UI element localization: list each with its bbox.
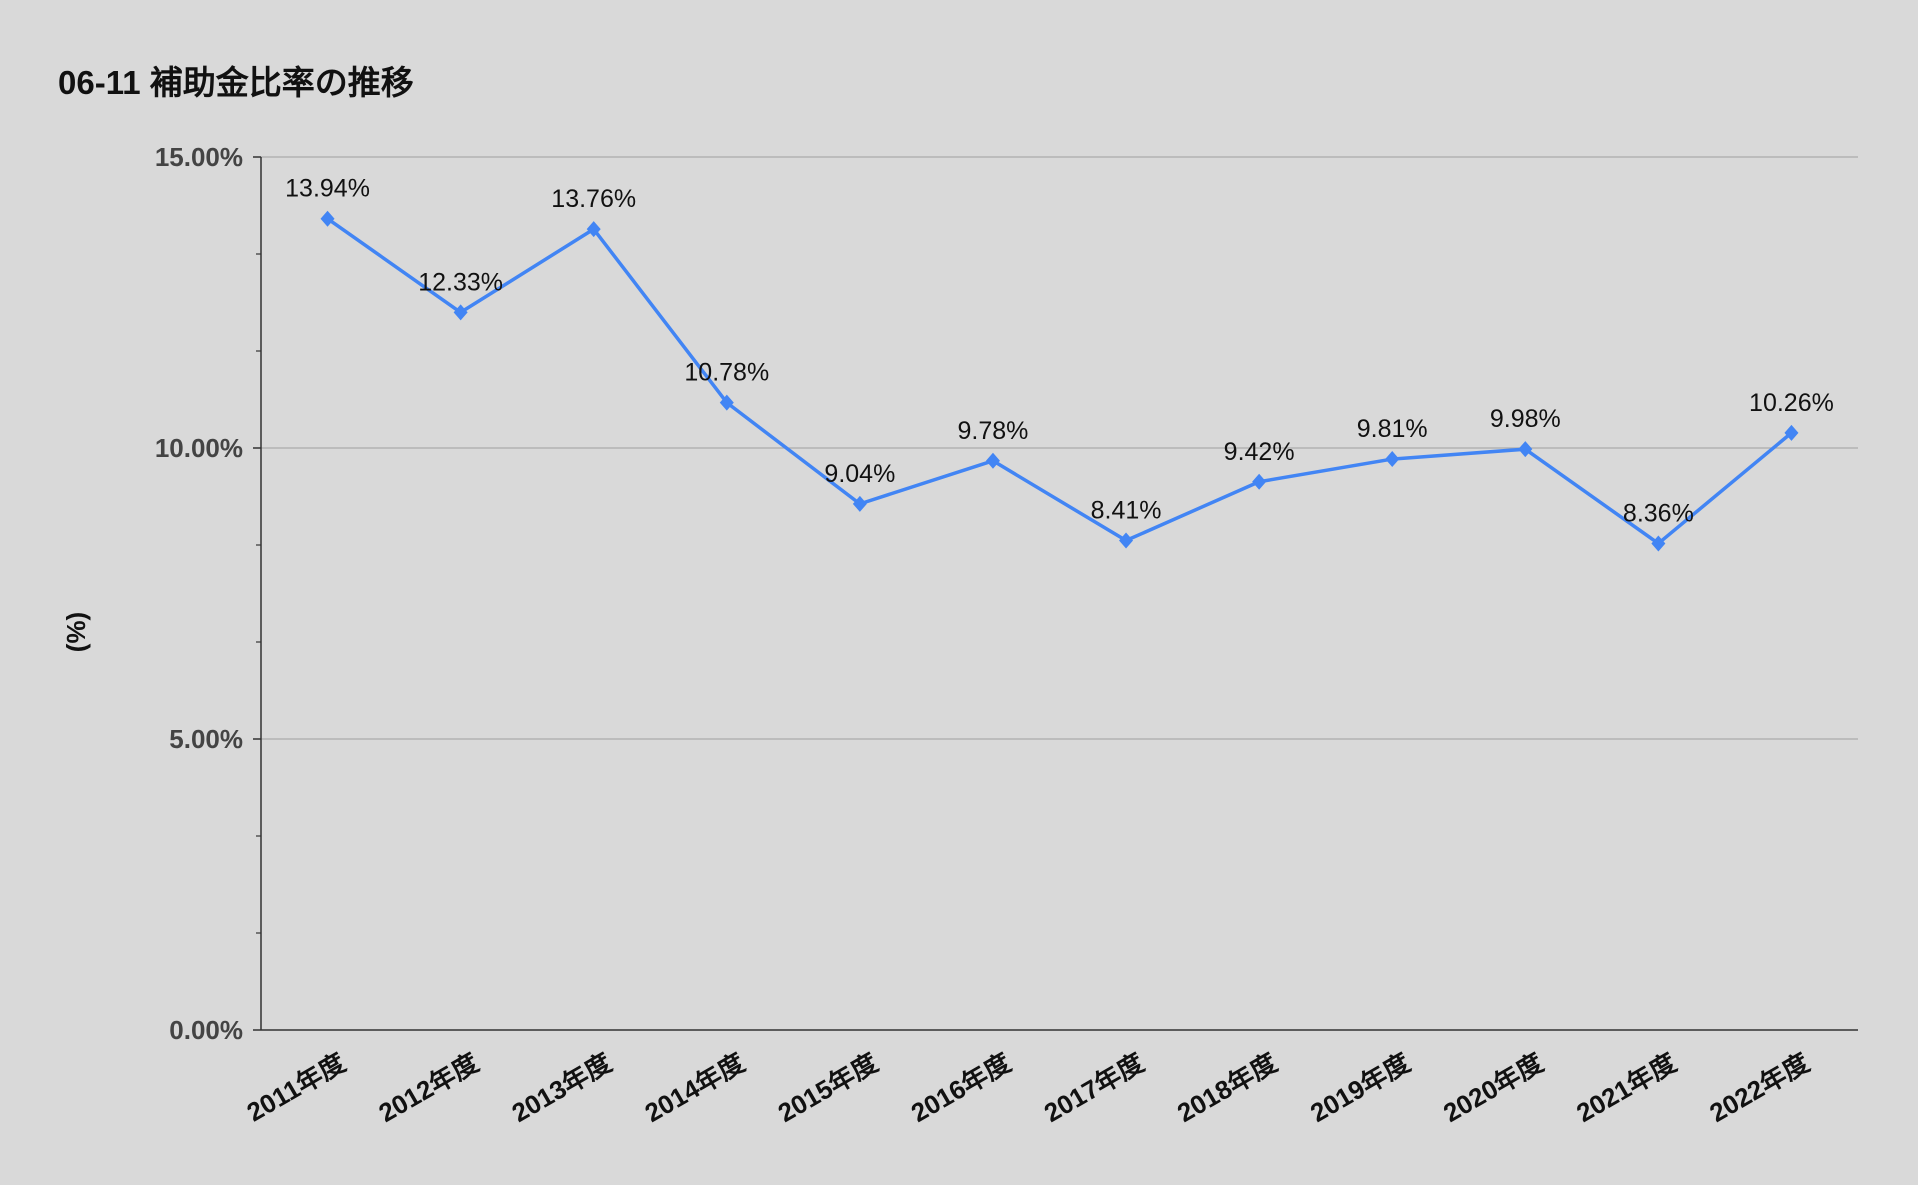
data-label: 8.36% xyxy=(1623,499,1694,527)
data-label: 9.78% xyxy=(958,417,1029,445)
data-point-marker xyxy=(586,221,601,238)
y-tick-label: 10.00% xyxy=(155,433,243,463)
data-label: 9.81% xyxy=(1357,415,1428,443)
x-tick-label: 2017年度 xyxy=(1039,1047,1149,1128)
x-tick-label: 2020年度 xyxy=(1438,1047,1548,1128)
data-label: 13.94% xyxy=(285,175,370,203)
data-point-marker xyxy=(453,304,468,321)
data-label: 12.33% xyxy=(418,268,503,296)
data-point-marker xyxy=(320,210,335,227)
x-tick-label: 2014年度 xyxy=(640,1047,750,1128)
data-label: 10.26% xyxy=(1749,389,1834,417)
x-tick-label: 2022年度 xyxy=(1704,1047,1814,1128)
y-tick-label: 5.00% xyxy=(169,724,243,754)
x-tick-label: 2021年度 xyxy=(1571,1047,1681,1128)
x-tick-label: 2012年度 xyxy=(373,1047,483,1128)
data-label: 13.76% xyxy=(551,185,636,213)
data-point-marker xyxy=(852,495,867,512)
data-point-marker xyxy=(1119,532,1134,549)
data-label: 9.98% xyxy=(1490,405,1561,433)
data-point-marker xyxy=(1252,473,1267,490)
y-axis-label: (%) xyxy=(61,612,91,652)
data-label: 10.78% xyxy=(684,359,769,387)
x-tick-label: 2018年度 xyxy=(1172,1047,1282,1128)
series-line xyxy=(326,217,1793,546)
x-tick-label: 2015年度 xyxy=(773,1047,883,1128)
x-tick-label: 2013年度 xyxy=(507,1047,617,1128)
data-label: 9.42% xyxy=(1224,438,1295,466)
data-label: 9.04% xyxy=(824,460,895,488)
data-point-marker xyxy=(1651,535,1666,552)
data-label: 8.41% xyxy=(1091,497,1162,525)
chart-title: 06-11 補助金比率の推移 xyxy=(58,64,414,101)
data-point-marker xyxy=(1385,451,1400,468)
data-point-marker xyxy=(985,452,1000,469)
y-tick-label: 15.00% xyxy=(155,142,243,172)
x-tick-label: 2011年度 xyxy=(242,1047,351,1127)
data-point-marker xyxy=(1518,441,1533,458)
data-point-marker xyxy=(719,394,734,411)
x-tick-label: 2019年度 xyxy=(1305,1047,1415,1128)
y-tick-label: 0.00% xyxy=(169,1015,243,1045)
x-tick-label: 2016年度 xyxy=(906,1047,1016,1128)
data-point-marker xyxy=(1784,424,1799,441)
